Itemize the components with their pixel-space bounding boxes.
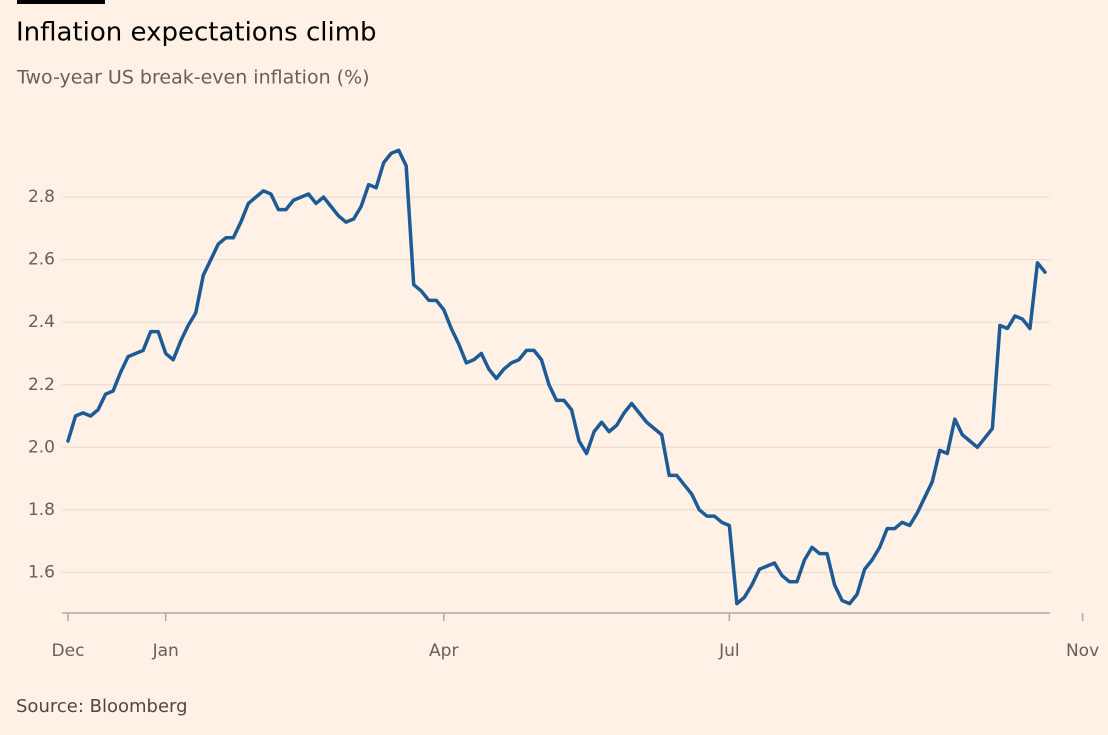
header-bar — [17, 0, 105, 4]
y-tick-label: 2.4 — [28, 312, 55, 332]
x-tick-label: Apr — [429, 641, 458, 661]
source: Source: Bloomberg — [16, 696, 188, 717]
y-tick-label: 1.6 — [28, 562, 55, 582]
y-tick-label: 2.8 — [28, 187, 55, 207]
x-tick-label: Dec — [52, 641, 85, 661]
line — [66, 148, 1047, 606]
x-tick-label: Nov — [1066, 641, 1099, 661]
x-tick-label: Jan — [152, 641, 179, 661]
x-tick-label: Jul — [718, 641, 740, 661]
y-tick-label: 1.8 — [28, 500, 55, 520]
y-tick-label: 2.0 — [28, 437, 55, 457]
chart-subtitle: Two-year US break-even inflation (%) — [16, 67, 370, 89]
y-tick-label: 2.6 — [28, 250, 55, 270]
y-tick-label: 2.2 — [28, 375, 55, 395]
chart-title: Inflation expectations climb — [16, 18, 377, 48]
